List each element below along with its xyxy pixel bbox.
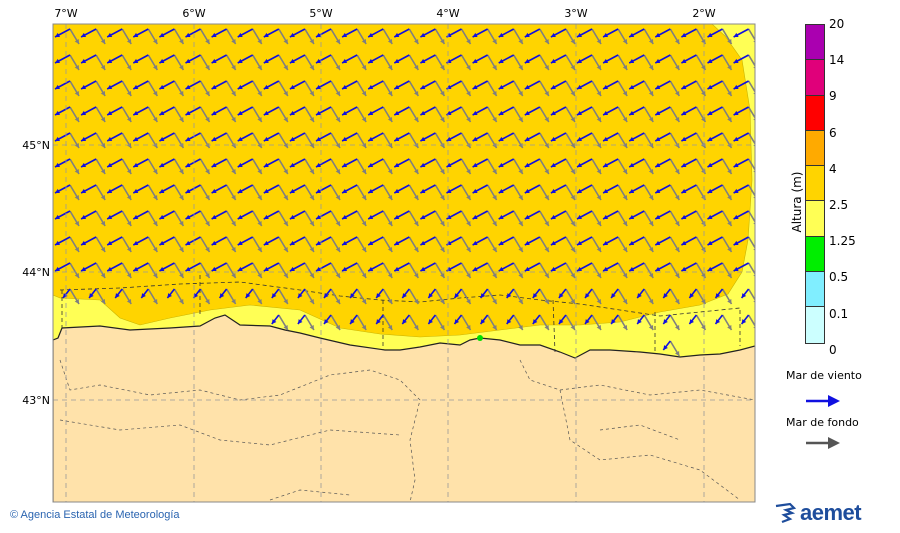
colorbar-level: 6: [829, 125, 837, 140]
land: [53, 314, 755, 502]
colorbar-level: 9: [829, 89, 837, 104]
colorbar-segment: [806, 236, 824, 273]
swell-label: Mar de fondo: [786, 416, 859, 429]
colorbar-title: Altura (m): [790, 171, 804, 233]
colorbar-level: 0.1: [829, 306, 849, 321]
aemet-logo-icon: [775, 502, 797, 524]
lat-tick: 45°N: [22, 139, 50, 152]
land-borders: [59, 359, 755, 502]
colorbar-level: 0: [829, 342, 837, 357]
graticule: [53, 24, 755, 502]
colorbar-level: 2.5: [829, 198, 849, 212]
lon-tick: 4°W: [436, 7, 459, 20]
wind-sea-label: Mar de viento: [786, 369, 862, 382]
lat-tick: 44°N: [22, 266, 50, 279]
wind-sea-arrow-icon: [806, 395, 840, 407]
lon-tick: 5°W: [309, 7, 332, 20]
lon-tick: 7°W: [54, 7, 77, 20]
lon-tick: 2°W: [692, 7, 715, 20]
colorbar-segment: [806, 60, 824, 96]
colorbar-segment: [806, 272, 824, 308]
colorbar-level: 14: [829, 53, 845, 68]
colorbar-segment: [806, 95, 824, 131]
colorbar-segment: [806, 307, 824, 343]
colorbar: [805, 24, 825, 344]
colorbar-level: 20: [829, 17, 845, 31]
map-frame: [52, 23, 756, 503]
colorbar-segment: [806, 25, 824, 61]
colorbar-segment: [806, 201, 824, 237]
sea-light-yellow-zone: [53, 24, 755, 361]
copyright-credit: © Agencia Estatal de Meteorología: [10, 509, 180, 521]
lon-tick: 3°W: [564, 7, 587, 20]
colorbar-segment: [806, 166, 824, 202]
lon-tick: 6°W: [182, 7, 205, 20]
colorbar-level: 0.5: [829, 270, 849, 285]
aemet-logo: aemet: [774, 500, 862, 526]
swell-arrow-icon: [806, 437, 840, 449]
colorbar-level: 4: [829, 161, 837, 176]
green-spot: [477, 335, 483, 341]
colorbar-segment: [806, 130, 824, 167]
maritime-boundaries: [59, 275, 741, 354]
lat-tick: 43°N: [22, 394, 50, 407]
latitude-ticks: 45°N 44°N 43°N: [22, 139, 50, 407]
wave-direction-arrows: [54, 28, 755, 357]
colorbar-level: 1.25: [829, 234, 856, 249]
longitude-ticks: 7°W 6°W 5°W 4°W 3°W 2°W: [54, 7, 715, 20]
